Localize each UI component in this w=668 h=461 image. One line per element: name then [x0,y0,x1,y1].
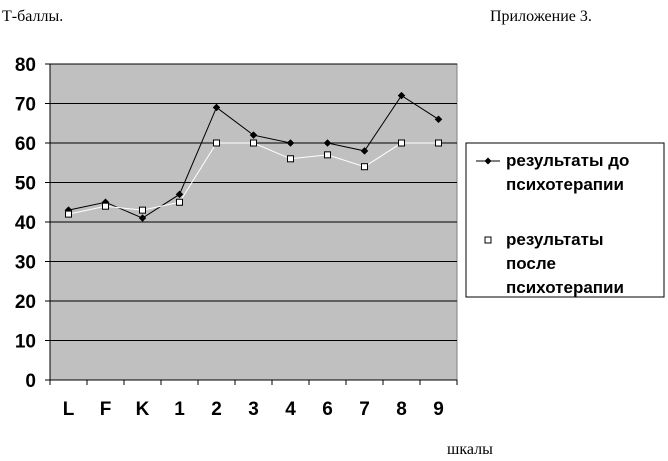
data-point-series-2 [324,151,331,159]
data-point-series-1 [138,214,147,222]
legend-label-2: психотерапии [506,278,624,297]
y-tick-label: 20 [15,292,36,313]
data-point-series-1 [434,115,443,124]
x-tick-label: K [136,399,150,420]
x-tick-label: 2 [211,399,222,420]
data-point-series-2 [139,206,146,214]
x-tick-label: L [63,399,75,420]
data-point-series-2 [435,139,442,147]
data-point-series-2 [176,198,183,206]
data-point-series-2 [361,163,368,171]
legend-label-2: результаты [506,230,603,249]
legend-label-2: после [506,254,556,273]
y-tick-label: 40 [15,213,36,234]
x-tick-label: F [100,399,112,420]
x-tick-label: 8 [396,399,407,420]
data-point-series-1 [249,131,258,139]
x-tick-label: 1 [174,399,185,420]
x-unit-label: шкалы [447,441,493,458]
data-point-series-2 [250,139,257,147]
x-tick-label: 7 [359,399,370,420]
y-tick-label: 10 [15,332,36,353]
y-tick-label: 50 [15,174,36,195]
data-point-series-1 [212,103,221,112]
data-point-series-1 [323,139,332,147]
data-point-series-2 [287,155,294,163]
x-tick-label: 6 [322,399,333,420]
data-point-series-1 [286,139,295,147]
y-tick-label: 60 [15,134,36,155]
legend-marker-1 [484,157,492,165]
legend-marker-2 [484,236,492,244]
x-tick-label: 9 [433,399,444,420]
legend-label-1: результаты до [506,151,629,170]
y-unit-label: Т-баллы. [2,8,64,25]
x-tick-label: 4 [285,399,296,420]
y-tick-label: 70 [15,95,36,116]
data-point-series-2 [213,139,220,147]
data-point-series-1 [397,91,406,100]
y-tick-label: 80 [15,55,36,76]
legend-label-1: психотерапии [506,175,624,194]
legend-box [465,142,665,298]
y-tick-label: 30 [15,253,36,274]
data-point-series-1 [175,190,184,199]
x-tick-label: 3 [248,399,259,420]
y-tick-label: 0 [25,371,36,392]
data-point-series-2 [65,210,72,218]
appendix-label: Приложение 3. [490,8,592,25]
data-point-series-2 [398,139,405,147]
data-point-series-1 [360,147,369,155]
data-point-series-2 [102,202,109,210]
